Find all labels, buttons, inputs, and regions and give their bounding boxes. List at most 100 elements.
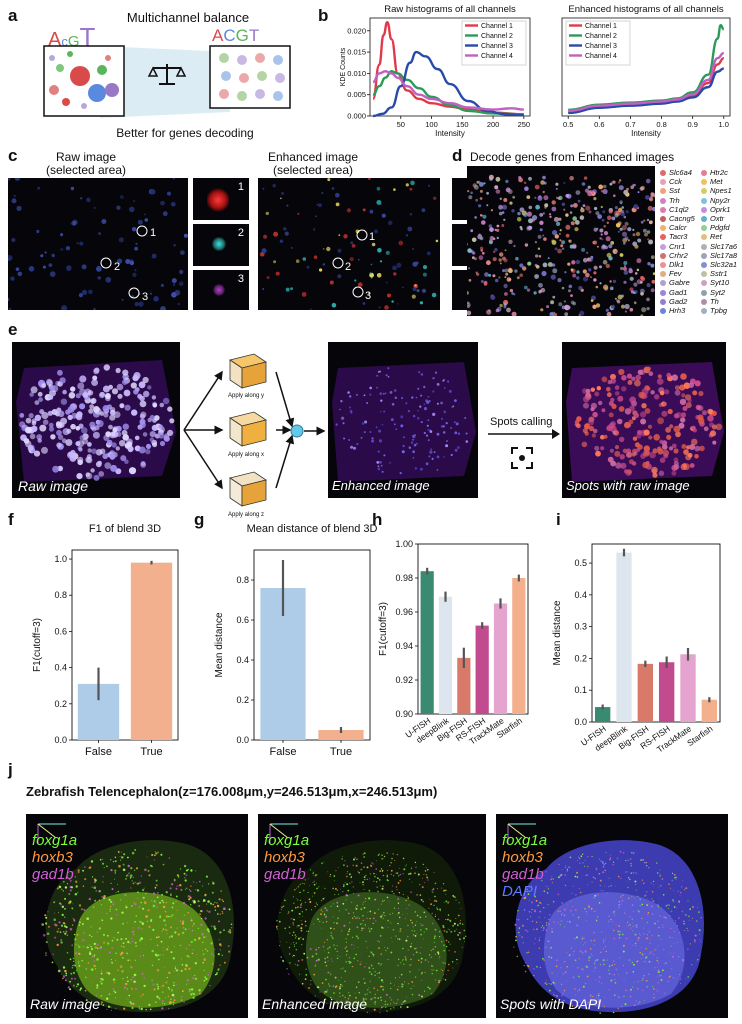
image-speck — [626, 871, 628, 873]
image-speck — [601, 982, 603, 984]
image-speck — [650, 939, 651, 941]
image-speck — [339, 985, 342, 988]
image-speck — [177, 876, 180, 878]
image-speck — [75, 426, 81, 431]
image-speck — [123, 853, 126, 856]
image-speck — [217, 953, 220, 956]
image-speck — [504, 249, 507, 252]
y-axis-label: Mean distance — [552, 600, 563, 665]
image-speck — [502, 204, 508, 210]
image-speck — [368, 1012, 370, 1014]
plot-frame — [591, 543, 721, 723]
image-speck — [433, 969, 435, 971]
image-speck — [396, 854, 398, 856]
image-speck — [369, 991, 371, 993]
image-speck — [397, 902, 400, 904]
image-speck — [348, 912, 350, 915]
gene-color-dot — [660, 280, 666, 287]
image-speck — [163, 1002, 166, 1005]
image-speck — [614, 885, 616, 887]
gene-name: Met — [710, 177, 723, 187]
image-speck — [132, 1002, 135, 1005]
image-speck — [604, 869, 606, 871]
image-speck — [361, 422, 365, 425]
image-speck — [571, 1005, 574, 1007]
image-speck — [402, 857, 405, 860]
image-speck — [179, 269, 184, 275]
image-speck — [344, 980, 346, 982]
image-speck — [91, 886, 93, 888]
image-speck — [128, 872, 130, 874]
image-speck — [680, 891, 682, 894]
image-speck — [614, 994, 616, 996]
image-speck — [150, 938, 152, 940]
image-speck — [451, 961, 454, 963]
image-speck — [159, 402, 165, 408]
image-speck — [181, 922, 185, 925]
image-speck — [551, 240, 557, 245]
image-speck — [368, 897, 371, 900]
image-speck — [342, 994, 344, 997]
image-speck — [620, 212, 625, 217]
image-speck — [550, 956, 553, 959]
image-speck — [573, 950, 575, 953]
image-speck — [353, 945, 355, 946]
image-speck — [169, 887, 172, 890]
image-speck — [609, 182, 613, 186]
image-speck — [664, 389, 670, 395]
image-speck — [189, 991, 191, 993]
image-speck — [394, 977, 396, 979]
image-speck — [356, 904, 358, 907]
image-speck — [405, 865, 407, 867]
image-speck — [93, 368, 100, 375]
image-speck — [641, 917, 643, 920]
image-speck — [533, 968, 535, 970]
image-speck — [140, 901, 142, 904]
image-speck — [453, 895, 455, 898]
y-tick-label: 0.96 — [395, 607, 413, 617]
image-speck — [516, 919, 518, 921]
image-speck — [687, 452, 693, 458]
y-tick-label: 1.00 — [395, 539, 413, 549]
image-speck — [112, 903, 115, 906]
panel-c-raw-image: 1 2 3 — [8, 178, 188, 310]
image-speck — [304, 879, 306, 881]
image-speck — [99, 392, 106, 399]
spots-calling-label: Spots calling — [490, 416, 553, 428]
image-speck — [146, 920, 149, 923]
image-speck — [324, 957, 326, 960]
image-speck — [445, 939, 448, 942]
image-speck — [614, 206, 618, 210]
image-speck — [576, 423, 581, 429]
image-speck — [631, 376, 636, 381]
image-speck — [98, 890, 101, 893]
image-speck — [289, 932, 291, 934]
image-speck — [189, 890, 192, 892]
image-speck — [600, 446, 605, 451]
image-speck — [626, 452, 632, 458]
image-speck — [295, 259, 300, 263]
image-speck — [673, 931, 676, 933]
image-speck — [390, 987, 392, 989]
image-speck — [176, 969, 178, 971]
image-speck — [405, 864, 407, 865]
image-speck — [646, 297, 650, 302]
image-speck — [102, 896, 106, 900]
image-speck — [289, 962, 291, 964]
image-speck — [316, 986, 319, 988]
image-speck — [667, 904, 669, 906]
image-speck — [435, 914, 436, 915]
image-speck — [669, 424, 674, 429]
image-speck — [552, 992, 554, 993]
image-speck — [346, 1000, 348, 1002]
image-speck — [599, 879, 602, 882]
image-speck — [447, 928, 449, 930]
panel-e-spots-image: Spots with raw image — [562, 342, 726, 498]
image-speck — [399, 873, 402, 876]
image-speck — [393, 875, 395, 877]
image-speck — [668, 883, 670, 885]
image-speck — [685, 887, 688, 889]
image-speck — [390, 951, 393, 954]
image-speck — [68, 392, 76, 399]
image-speck — [293, 954, 295, 957]
